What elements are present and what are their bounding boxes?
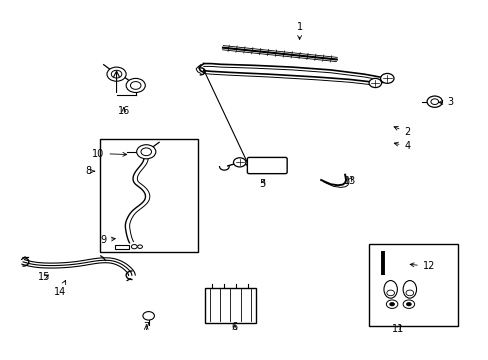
Circle shape bbox=[142, 312, 154, 320]
Circle shape bbox=[430, 99, 438, 104]
Text: 14: 14 bbox=[54, 280, 66, 297]
Circle shape bbox=[368, 78, 381, 87]
Circle shape bbox=[402, 300, 414, 309]
FancyBboxPatch shape bbox=[247, 157, 286, 174]
Circle shape bbox=[406, 302, 410, 306]
Text: 1: 1 bbox=[296, 22, 302, 39]
Text: 13: 13 bbox=[343, 176, 355, 186]
Text: 4: 4 bbox=[393, 141, 409, 152]
Ellipse shape bbox=[383, 280, 397, 298]
Circle shape bbox=[130, 82, 141, 89]
Circle shape bbox=[141, 148, 151, 156]
Text: 9: 9 bbox=[100, 235, 115, 245]
Text: 6: 6 bbox=[231, 323, 238, 333]
Circle shape bbox=[131, 244, 137, 249]
Circle shape bbox=[126, 78, 145, 93]
Bar bbox=[115, 244, 129, 249]
Text: 5: 5 bbox=[259, 179, 265, 189]
Bar bbox=[205, 288, 255, 323]
Circle shape bbox=[386, 300, 397, 309]
Circle shape bbox=[386, 290, 394, 296]
Circle shape bbox=[233, 158, 245, 167]
Ellipse shape bbox=[402, 280, 416, 298]
Circle shape bbox=[405, 290, 413, 296]
Circle shape bbox=[380, 73, 393, 83]
Bar bbox=[100, 139, 198, 252]
Circle shape bbox=[136, 145, 156, 159]
Text: 10: 10 bbox=[92, 149, 126, 158]
Circle shape bbox=[389, 302, 394, 306]
Circle shape bbox=[107, 67, 126, 81]
Text: 8: 8 bbox=[85, 166, 95, 176]
Circle shape bbox=[426, 96, 442, 107]
Text: 12: 12 bbox=[409, 261, 434, 271]
Text: 7: 7 bbox=[143, 323, 149, 333]
Bar bbox=[368, 243, 457, 327]
Circle shape bbox=[111, 70, 122, 78]
Text: 11: 11 bbox=[391, 324, 403, 334]
Circle shape bbox=[137, 245, 142, 248]
Text: 15: 15 bbox=[38, 272, 50, 282]
Text: 16: 16 bbox=[118, 106, 130, 116]
Text: 2: 2 bbox=[393, 126, 410, 138]
Text: 3: 3 bbox=[438, 98, 453, 107]
